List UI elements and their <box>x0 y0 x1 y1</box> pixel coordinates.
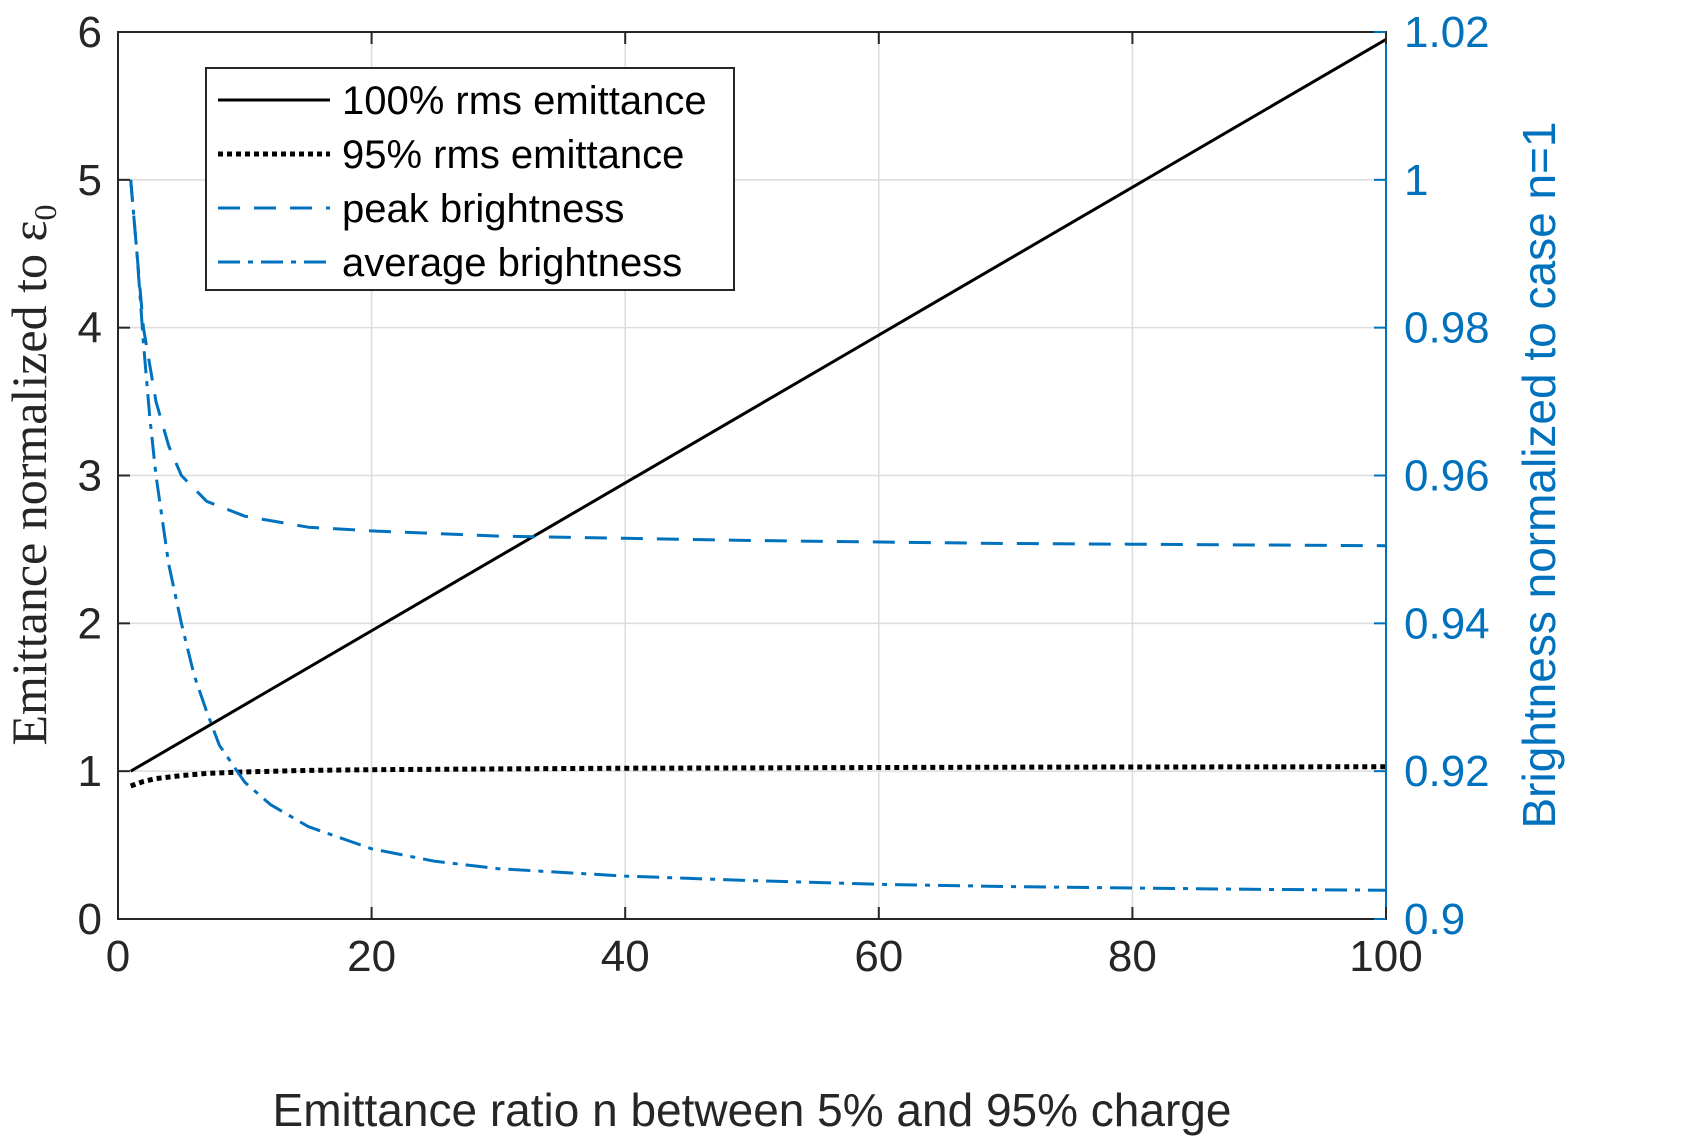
y-left-tick-label: 3 <box>78 452 102 501</box>
y-right-axis-title: Brightness normalized to case n=1 <box>1513 121 1565 828</box>
legend-items: 100% rms emittance 95% rms emittance peak … <box>218 79 707 285</box>
y-left-tick-label: 0 <box>78 895 102 944</box>
legend-label: peak brightness <box>342 187 624 231</box>
y-right-tick-label: 1 <box>1404 156 1428 205</box>
series-group <box>129 38 1387 892</box>
y-left-tick-label: 4 <box>78 304 102 353</box>
x-tick-label: 60 <box>854 932 903 981</box>
series-line-peak-brightness <box>129 179 1387 548</box>
y-right-tick-label: 1.02 <box>1404 8 1490 57</box>
legend-box <box>205 67 735 291</box>
y-left-axis-title-main: Emittance normalized to ε <box>1 221 57 746</box>
x-axis-title: Emittance ratio n between 5% and 95% cha… <box>273 1084 1232 1136</box>
y-right-tick-label: 0.9 <box>1404 895 1465 944</box>
y-right-tick-label: 0.92 <box>1404 747 1490 796</box>
legend-label: average brightness <box>342 241 682 285</box>
legend-label: 95% rms emittance <box>342 133 684 177</box>
legend: 100% rms emittance 95% rms emittance peak … <box>205 67 735 291</box>
y-left-tick-label: 1 <box>78 747 102 796</box>
x-tick-label: 80 <box>1108 932 1157 981</box>
y-left-tick-label: 6 <box>78 8 102 57</box>
y-left-axis-title: Emittance normalized to ε0 <box>1 205 63 746</box>
y-left-tick-label: 5 <box>78 156 102 205</box>
x-tick-label: 0 <box>106 932 130 981</box>
y-left-axis-title-subscript: 0 <box>27 205 63 221</box>
y-right-tick-label: 0.96 <box>1404 452 1490 501</box>
y-right-tick-label: 0.98 <box>1404 304 1490 353</box>
x-tick-label: 40 <box>601 932 650 981</box>
series-line-100-rms-emittance <box>129 38 1387 773</box>
x-tick-label: 20 <box>347 932 396 981</box>
y-left-tick-label: 2 <box>78 599 102 648</box>
series-line-95-rms-emittance <box>129 764 1387 789</box>
ticks: 0 20 40 60 80 100 0 1 2 3 4 5 6 0.9 0.92 0.94 0.96 0.98 1 1… <box>78 8 1490 981</box>
series-line-average-brightness <box>129 179 1387 892</box>
y-right-tick-label: 0.94 <box>1404 599 1490 648</box>
x-tick-label: 100 <box>1349 932 1422 981</box>
legend-label: 100% rms emittance <box>342 79 707 123</box>
